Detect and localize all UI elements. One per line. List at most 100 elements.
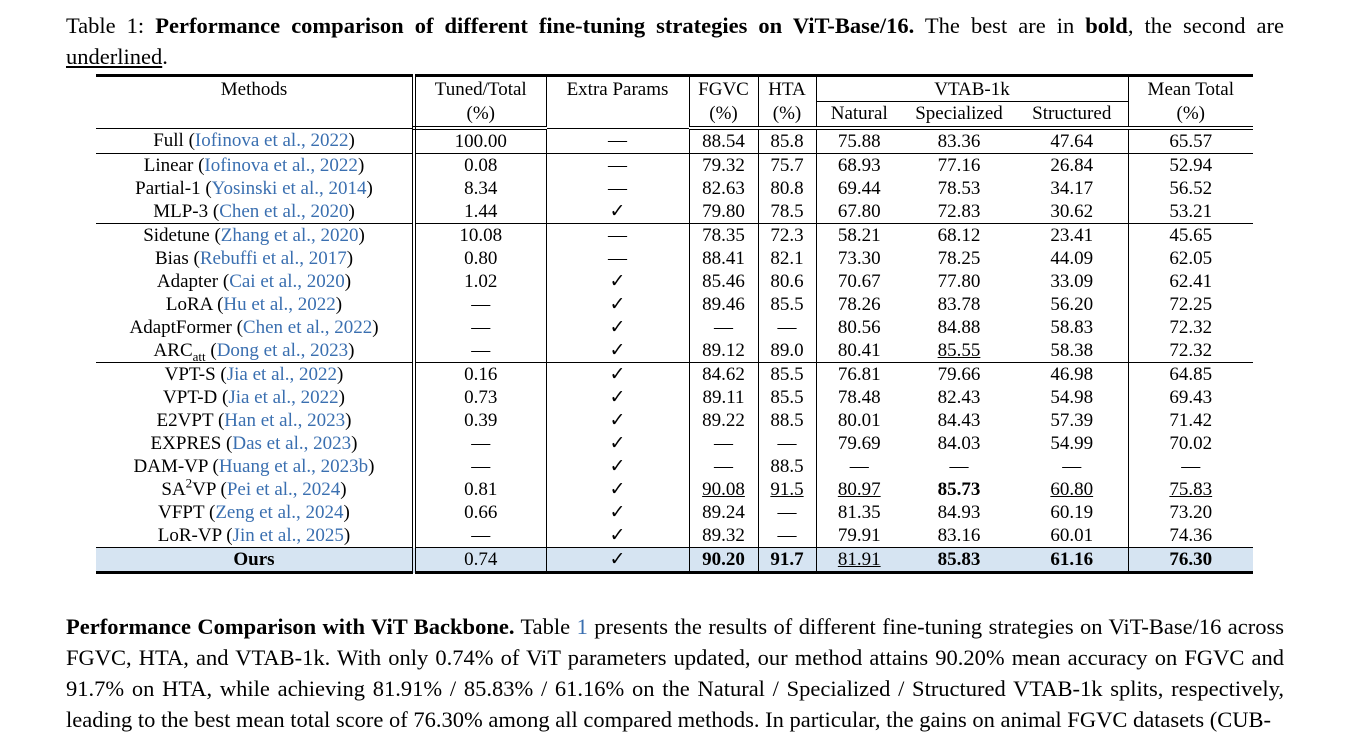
citation-link[interactable]: Zeng et al., 2024 xyxy=(215,502,344,523)
citation-link[interactable]: Iofinova et al., 2022 xyxy=(194,130,349,152)
hta-cell: 88.5 xyxy=(757,409,816,432)
fgvc-cell: 88.54 xyxy=(688,127,758,154)
table-row: VPT-D (Jia et al., 2022) 0.73 ✓ 89.11 85.5 78… xyxy=(96,386,1254,409)
natural-value: 78.26 xyxy=(837,294,881,315)
structured-value: 60.19 xyxy=(1050,502,1094,523)
extra-cell: — xyxy=(545,247,689,270)
hta-cell: — xyxy=(757,316,816,339)
mean-value: 52.94 xyxy=(1169,155,1213,176)
citation-link[interactable]: Iofinova et al., 2022 xyxy=(204,155,358,176)
hta-cell: 75.7 xyxy=(757,153,816,177)
citation-link[interactable]: Zhang et al., 2020 xyxy=(220,225,359,246)
structured-cell: 47.64 xyxy=(1016,127,1129,154)
structured-cell: 44.09 xyxy=(1016,247,1128,270)
citation-link[interactable]: Jin et al., 2025 xyxy=(232,525,344,546)
tuned-cell: 0.39 xyxy=(412,409,546,432)
tuned-value: — xyxy=(471,456,491,477)
extra-value: — xyxy=(608,155,627,176)
specialized-cell: 83.78 xyxy=(902,293,1016,316)
natural-cell: 78.26 xyxy=(815,293,902,316)
method-name: Bias xyxy=(154,248,189,269)
structured-cell: 30.62 xyxy=(1016,200,1128,224)
specialized-value: 84.88 xyxy=(937,317,981,338)
mean-value: 70.02 xyxy=(1169,433,1213,454)
tuned-cell: 0.16 xyxy=(412,362,546,386)
hta-value: 80.6 xyxy=(770,271,804,292)
extra-value: ✓ xyxy=(609,410,626,431)
fgvc-cell: 85.46 xyxy=(688,270,758,293)
citation-link[interactable]: Yosinski et al., 2014 xyxy=(211,178,367,199)
citation-link[interactable]: Rebuffi et al., 2017 xyxy=(199,248,347,269)
mean-cell: 72.32 xyxy=(1127,339,1254,363)
tuned-value: 0.16 xyxy=(464,364,498,385)
caption-text-end: . xyxy=(162,44,168,69)
tuned-cell: 10.08 xyxy=(412,223,546,247)
extra-cell: ✓ xyxy=(545,386,689,409)
hta-value: — xyxy=(777,317,797,338)
natural-cell: — xyxy=(815,455,902,478)
specialized-value: 85.73 xyxy=(937,479,981,500)
table-row: Adapter (Cai et al., 2020) 1.02 ✓ 85.46 80.6… xyxy=(96,270,1254,293)
specialized-value: 78.53 xyxy=(937,178,981,199)
citation-link[interactable]: Cai et al., 2020 xyxy=(229,271,345,292)
citation-link[interactable]: Jia et al., 2022 xyxy=(226,364,338,385)
ours-method-name: Ours xyxy=(96,547,414,574)
citation-link[interactable]: Huang et al., 2023b xyxy=(218,456,369,477)
results-table-wrap: Methods Tuned/Total Extra Params FGVC HT… xyxy=(96,74,1254,574)
mean-value: 71.42 xyxy=(1169,410,1213,431)
specialized-value: — xyxy=(949,456,969,477)
structured-value: 58.38 xyxy=(1050,340,1094,361)
table-row: Bias (Rebuffi et al., 2017) 0.80 — 88.41 82.… xyxy=(96,247,1254,270)
natural-value: 80.01 xyxy=(837,410,881,431)
hta-value: 80.8 xyxy=(770,178,804,199)
method-cell: Adapter (Cai et al., 2020) xyxy=(156,271,352,292)
citation-link[interactable]: Chen et al., 2022 xyxy=(242,317,373,338)
mean-cell: — xyxy=(1127,455,1254,478)
specialized-cell: 83.16 xyxy=(902,524,1016,548)
specialized-value: 84.93 xyxy=(937,502,981,523)
extra-cell: — xyxy=(545,223,689,247)
citation-link[interactable]: Das et al., 2023 xyxy=(232,433,352,454)
citation-link[interactable]: Hu et al., 2022 xyxy=(223,294,336,315)
mean-cell: 71.42 xyxy=(1127,409,1254,432)
natural-value: 78.48 xyxy=(837,387,881,408)
natural-cell: 80.97 xyxy=(815,478,902,501)
mean-cell: 45.65 xyxy=(1127,223,1254,247)
natural-value: 70.67 xyxy=(837,271,881,292)
citation-link[interactable]: Chen et al., 2020 xyxy=(219,201,349,222)
structured-value: 60.80 xyxy=(1050,479,1094,500)
ours-structured-cell: 61.16 xyxy=(1016,547,1129,574)
table-row: Full (Iofinova et al., 2022) 100.00 — 88.54… xyxy=(96,127,1254,154)
extra-value: — xyxy=(608,178,627,199)
tuned-value: — xyxy=(471,294,491,315)
structured-value: — xyxy=(1062,456,1082,477)
mean-cell: 69.43 xyxy=(1127,386,1254,409)
extra-cell: ✓ xyxy=(545,501,689,524)
fgvc-cell: 79.80 xyxy=(688,200,758,224)
extra-value: ✓ xyxy=(609,479,626,500)
tuned-value: 0.39 xyxy=(464,410,498,431)
caption-underline-word: underlined xyxy=(66,44,163,69)
natural-value: 58.21 xyxy=(837,225,881,246)
header-hta: HTA xyxy=(757,74,816,102)
fgvc-value: — xyxy=(714,317,733,338)
method-cell: MLP-3 (Chen et al., 2020) xyxy=(153,201,355,222)
hta-value: 72.3 xyxy=(770,225,804,246)
fgvc-cell: — xyxy=(688,432,758,455)
mean-value: 64.85 xyxy=(1169,364,1213,385)
table-row: MLP-3 (Chen et al., 2020) 1.44 ✓ 79.80 78.5 6… xyxy=(96,200,1254,224)
citation-link[interactable]: Han et al., 2023 xyxy=(224,410,346,431)
method-name: ARC xyxy=(153,340,193,361)
method-cell: Full (Iofinova et al., 2022) xyxy=(96,127,414,154)
hta-cell: — xyxy=(757,524,816,548)
structured-cell: 56.20 xyxy=(1016,293,1128,316)
extra-value: — xyxy=(608,248,627,269)
citation-link[interactable]: Pei et al., 2024 xyxy=(226,479,341,500)
citation-link[interactable]: Jia et al., 2022 xyxy=(228,387,339,408)
citation-link[interactable]: Dong et al., 2023 xyxy=(216,340,349,361)
method-name: VFPT xyxy=(158,502,205,523)
natural-cell: 80.01 xyxy=(815,409,902,432)
table-ref-link[interactable]: 1 xyxy=(576,614,588,639)
caption-text-pre: The best are in xyxy=(914,13,1086,38)
tuned-value: 0.73 xyxy=(464,387,498,408)
